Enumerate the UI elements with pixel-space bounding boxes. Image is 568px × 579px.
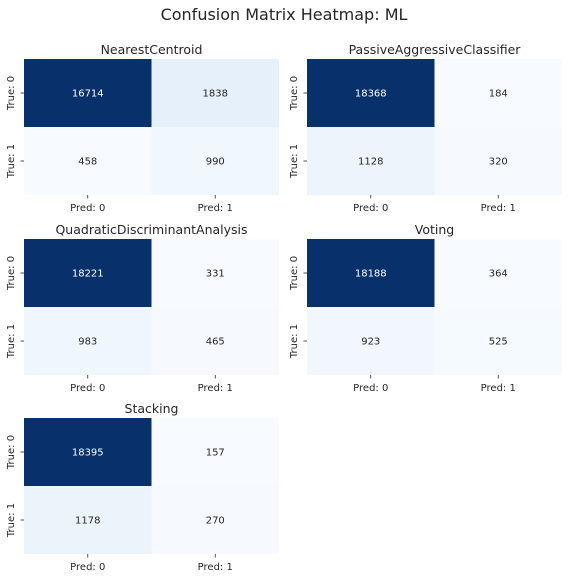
heatmap-panel: Voting 18188 364 923 525 Pred: 0 Pred: 1 True: … (289, 222, 562, 394)
heatmap-cell (434, 59, 562, 127)
x-tick-label: Pred: 1 (481, 203, 516, 214)
x-tick-label: Pred: 0 (70, 562, 105, 573)
heatmap-cell (151, 59, 279, 127)
heatmap-panel: QuadraticDiscriminantAnalysis 18221 331 983… (6, 222, 279, 394)
cell-value-label: 990 (206, 157, 225, 168)
heatmap-cell (24, 239, 152, 307)
heatmap-cell (24, 486, 152, 554)
cell-value-label: 157 (206, 448, 225, 459)
y-tick-label: True: 0 (289, 256, 300, 291)
x-tick-label: Pred: 0 (353, 203, 388, 214)
cell-value-label: 270 (206, 516, 225, 527)
y-tick-label: True: 0 (6, 76, 17, 111)
heatmap-panel: NearestCentroid 16714 1838 458 990 Pred: 0 Pre… (6, 42, 279, 214)
cell-value-label: 1838 (203, 89, 228, 100)
heatmap-cell (151, 418, 279, 486)
heatmap-cell (434, 307, 562, 375)
heatmap-cell (24, 418, 152, 486)
y-tick-label: True: 0 (6, 256, 17, 291)
y-tick-label: True: 1 (289, 324, 300, 359)
heatmap-cell (434, 127, 562, 195)
heatmap-cell (151, 239, 279, 307)
heatmap-cell (307, 59, 435, 127)
panel-title: Stacking (125, 401, 179, 416)
cell-value-label: 525 (489, 337, 508, 348)
heatmap-panel: PassiveAggressiveClassifier 18368 184 1128 3… (289, 42, 562, 214)
x-tick-label: Pred: 0 (70, 383, 105, 394)
cell-value-label: 923 (361, 337, 380, 348)
heatmap-cell (24, 127, 152, 195)
cell-value-label: 1128 (358, 157, 383, 168)
y-tick-label: True: 0 (289, 76, 300, 111)
cell-value-label: 18221 (72, 269, 104, 280)
heatmap-cell (151, 127, 279, 195)
panel-title: NearestCentroid (101, 42, 203, 57)
cell-value-label: 18395 (72, 448, 104, 459)
x-tick-label: Pred: 1 (481, 383, 516, 394)
x-tick-label: Pred: 1 (198, 383, 233, 394)
cell-value-label: 16714 (72, 89, 104, 100)
panel-title: Voting (415, 222, 454, 237)
cell-value-label: 983 (78, 337, 97, 348)
cell-value-label: 184 (489, 89, 508, 100)
heatmap-cell (24, 59, 152, 127)
y-tick-label: True: 1 (6, 503, 17, 538)
y-tick-label: True: 1 (6, 144, 17, 179)
x-tick-label: Pred: 1 (198, 203, 233, 214)
heatmap-cell (307, 127, 435, 195)
x-tick-label: Pred: 1 (198, 562, 233, 573)
heatmap-cell (307, 307, 435, 375)
x-tick-label: Pred: 0 (353, 383, 388, 394)
cell-value-label: 320 (489, 157, 508, 168)
panel-title: PassiveAggressiveClassifier (349, 42, 522, 57)
cell-value-label: 18188 (355, 269, 387, 280)
cell-value-label: 465 (206, 337, 225, 348)
heatmap-cell (24, 307, 152, 375)
heatmap-cell (307, 239, 435, 307)
heatmap-cell (151, 307, 279, 375)
y-tick-label: True: 1 (6, 324, 17, 359)
cell-value-label: 458 (78, 157, 97, 168)
heatmap-cell (151, 486, 279, 554)
heatmap-cell (434, 239, 562, 307)
heatmap-panels: NearestCentroid 16714 1838 458 990 Pred: 0 Pre… (6, 42, 562, 573)
panel-title: QuadraticDiscriminantAnalysis (55, 222, 247, 237)
cell-value-label: 1178 (75, 516, 100, 527)
cell-value-label: 18368 (355, 89, 387, 100)
cell-value-label: 331 (206, 269, 225, 280)
figure-title: Confusion Matrix Heatmap: ML (161, 5, 408, 24)
y-tick-label: True: 0 (6, 435, 17, 470)
cell-value-label: 364 (489, 269, 508, 280)
x-tick-label: Pred: 0 (70, 203, 105, 214)
heatmap-panel: Stacking 18395 157 1178 270 Pred: 0 Pred: 1 Tru… (6, 401, 279, 573)
y-tick-label: True: 1 (289, 144, 300, 179)
